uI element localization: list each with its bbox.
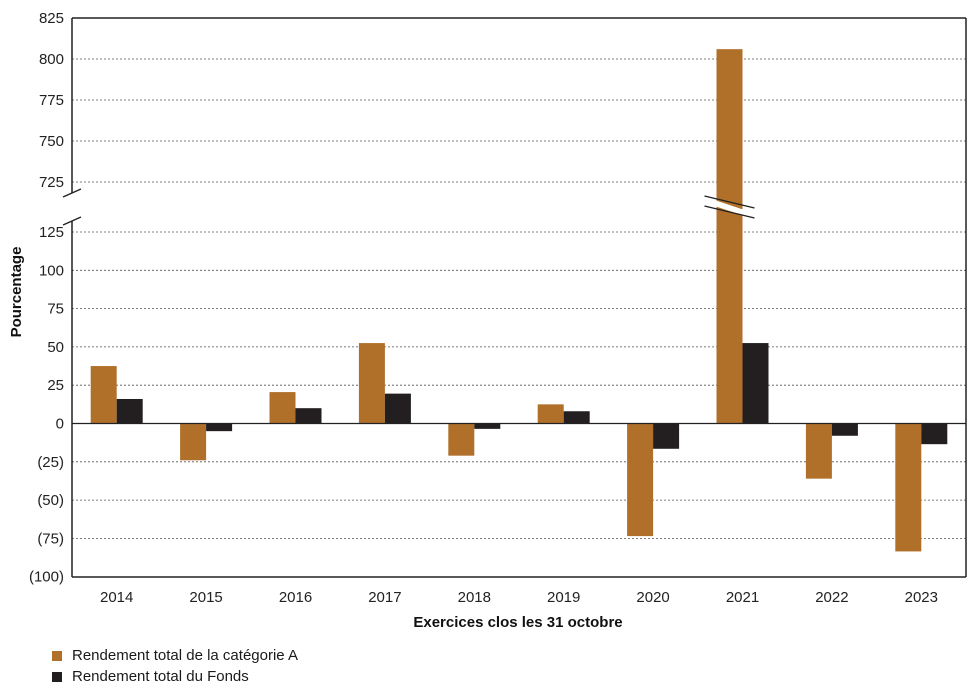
y-tick-label: 750: [39, 133, 64, 150]
y-tick-label: (75): [37, 530, 64, 547]
legend-item-category-a: Rendement total de la catégorie A: [52, 645, 298, 666]
x-tick-labels: 2014 2015 2016 2017 2018 2019 2020 2021 2022 2023: [100, 589, 938, 606]
y-tick-label: 75: [47, 301, 64, 318]
y-tick-label: 825: [39, 10, 64, 27]
y-tick-label: 0: [56, 416, 64, 433]
x-tick-label: 2014: [100, 589, 133, 606]
legend-label-fund: Rendement total du Fonds: [72, 668, 249, 685]
y-tick-label: (50): [37, 492, 64, 509]
bar-fund-2015: [206, 423, 233, 432]
bar-category-a-2016: [269, 392, 296, 424]
bar-category-a-2014: [90, 366, 117, 424]
y-tick-label: 25: [47, 377, 64, 394]
y-tick-label: (100): [29, 569, 64, 586]
bar-fund-2018: [474, 423, 501, 429]
legend-swatch-category-a: [52, 650, 62, 661]
x-axis-title: Exercices clos les 31 octobre: [413, 614, 622, 631]
x-tick-label: 2021: [726, 589, 759, 606]
bar-category-a-2019: [537, 404, 564, 424]
bar-category-a-2018: [448, 423, 475, 456]
x-tick-label: 2020: [636, 589, 669, 606]
bar-break-mark: [704, 205, 755, 219]
bar-category-a-2015: [180, 423, 207, 461]
bar-fund-2017: [384, 393, 411, 424]
y-axis-break-mark: [62, 188, 82, 198]
x-tick-label: 2018: [458, 589, 491, 606]
y-tick-label: 125: [39, 224, 64, 241]
bar-category-a-2021: [716, 49, 743, 424]
bar-fund-2019: [563, 411, 590, 424]
legend-swatch-fund: [52, 671, 62, 682]
bar-fund-2021: [742, 343, 769, 424]
y-tick-label: 725: [39, 174, 64, 191]
y-tick-label: (25): [37, 454, 64, 471]
axes: [62, 17, 967, 578]
legend: Rendement total de la catégorie A Rendem…: [52, 645, 298, 687]
bar-fund-2014: [116, 398, 143, 424]
bar-fund-2016: [295, 408, 322, 424]
y-axis-break-mark: [62, 216, 82, 226]
y-tick-labels: (100) (75) (50) (25) 0 25 50 75 100 125 725 750 775 8…: [29, 10, 64, 586]
bar-fund-2023: [921, 423, 948, 445]
bars: [90, 49, 948, 552]
legend-label-category-a: Rendement total de la catégorie A: [72, 647, 298, 664]
bar-category-a-2020: [627, 423, 654, 537]
bar-fund-2020: [653, 423, 680, 449]
y-tick-label: 100: [39, 262, 64, 279]
legend-item-fund: Rendement total du Fonds: [52, 666, 298, 687]
x-tick-label: 2022: [815, 589, 848, 606]
bar-category-a-2022: [805, 423, 832, 479]
x-tick-label: 2019: [547, 589, 580, 606]
y-axis-title: Pourcentage: [8, 247, 25, 338]
bar-category-a-2023: [895, 423, 922, 552]
bar-fund-2022: [831, 423, 858, 436]
x-tick-label: 2016: [279, 589, 312, 606]
x-tick-label: 2015: [189, 589, 222, 606]
y-tick-label: 50: [47, 339, 64, 356]
y-tick-label: 800: [39, 51, 64, 68]
bar-category-a-2017: [358, 343, 385, 424]
bar-chart: (100) (75) (50) (25) 0 25 50 75 100 125 725 750 775 8…: [8, 10, 967, 631]
y-tick-label: 775: [39, 92, 64, 109]
bar-break-mark: [704, 195, 755, 209]
x-tick-label: 2023: [905, 589, 938, 606]
x-tick-label: 2017: [368, 589, 401, 606]
bar-break-gap: [714, 200, 745, 216]
